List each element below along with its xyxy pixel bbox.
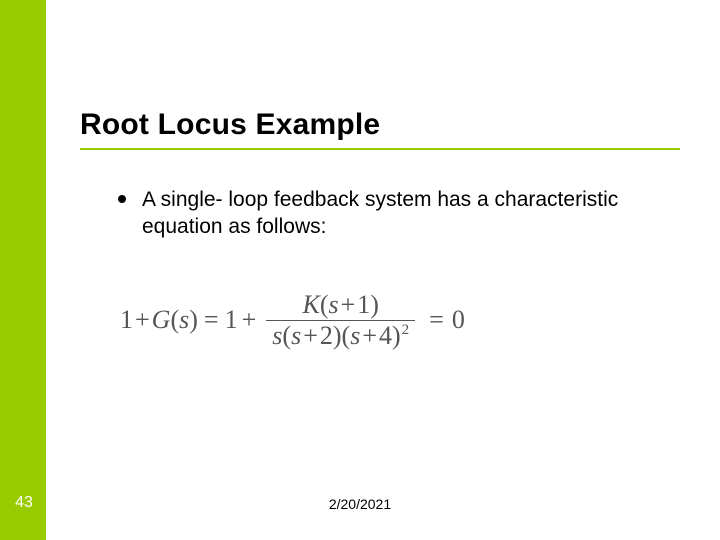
eq-equals-1: = xyxy=(204,305,219,335)
eq-den-s4: s xyxy=(350,321,360,350)
eq-close-1: ) xyxy=(189,305,198,335)
eq-num-1: 1 xyxy=(357,290,370,319)
eq-den-op2: ( xyxy=(342,321,351,350)
eq-numerator: K(s+1) xyxy=(296,290,384,320)
eq-den-s2: s xyxy=(291,321,301,350)
equation: 1 + G ( s ) = 1 + K(s+1) s(s+2)(s+4)2 = … xyxy=(120,290,630,351)
slide-date: 2/20/2021 xyxy=(0,496,720,512)
eq-plus-1: + xyxy=(135,305,150,335)
content-area xyxy=(46,0,720,540)
eq-equals-2: = xyxy=(429,305,444,335)
eq-lhs-1: 1 xyxy=(120,305,133,335)
eq-den-4: 4 xyxy=(379,321,392,350)
title-underline xyxy=(80,148,680,150)
eq-G: G xyxy=(152,305,171,335)
sidebar-accent xyxy=(0,0,46,540)
eq-den-op1: ( xyxy=(282,321,291,350)
eq-num-plus: + xyxy=(341,290,356,319)
eq-zero: 0 xyxy=(452,305,465,335)
eq-num-s: s xyxy=(328,290,338,319)
bullet-text: A single- loop feedback system has a cha… xyxy=(142,186,660,241)
eq-den-2: 2 xyxy=(320,321,333,350)
eq-den-s: s xyxy=(272,321,282,350)
bullet-icon xyxy=(118,195,126,203)
eq-one: 1 xyxy=(225,305,238,335)
eq-open-1: ( xyxy=(170,305,179,335)
slide-title: Root Locus Example xyxy=(80,108,680,148)
eq-plus-2: + xyxy=(242,305,257,335)
eq-den-cl2: ) xyxy=(392,321,401,350)
eq-fraction: K(s+1) s(s+2)(s+4)2 xyxy=(266,290,415,351)
eq-num-close: ) xyxy=(370,290,379,319)
eq-den-sq: 2 xyxy=(402,322,410,338)
eq-s-1: s xyxy=(179,305,189,335)
eq-denominator: s(s+2)(s+4)2 xyxy=(266,321,415,351)
eq-den-plus4: + xyxy=(362,321,377,350)
eq-den-plus2: + xyxy=(303,321,318,350)
title-block: Root Locus Example xyxy=(80,108,680,150)
eq-den-cl1: ) xyxy=(333,321,342,350)
eq-K: K xyxy=(302,290,319,319)
bullet-row: A single- loop feedback system has a cha… xyxy=(118,186,660,241)
